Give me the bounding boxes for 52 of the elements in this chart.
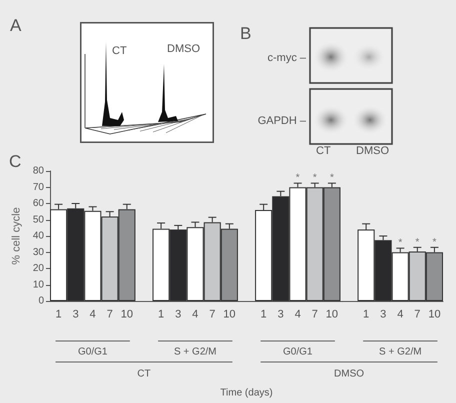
data-label: *	[296, 172, 300, 184]
data-label: *	[432, 236, 437, 248]
x-tick-label: 4	[192, 308, 198, 320]
text: CT	[137, 368, 151, 380]
x-axis-title: Time (days)	[220, 388, 273, 398]
x-tick-label: 10	[223, 308, 236, 320]
y-tick-label: 50	[32, 214, 44, 226]
text: S + G2/M	[174, 346, 216, 358]
y-tick-label: 20	[32, 263, 44, 274]
data-label: *	[312, 172, 317, 184]
x-tick-label: 1	[158, 308, 164, 320]
data-label: *	[398, 238, 402, 249]
x-tick-label: 1	[363, 308, 370, 320]
x-tick-label: 7	[106, 308, 113, 320]
x-tick-label: 10	[326, 308, 338, 320]
text: GAPDH –	[258, 115, 306, 127]
x-tick-label: 1	[55, 308, 62, 320]
x-tick-label: 7	[414, 308, 420, 320]
text: CT	[112, 45, 127, 57]
y-tick-label: 10	[32, 279, 44, 290]
y-tick-label: 40	[32, 230, 44, 242]
y-axis-title: % cell cycle	[10, 207, 22, 265]
x-tick-label: 3	[72, 308, 79, 320]
chart-title: C	[9, 152, 22, 171]
text: B	[240, 24, 252, 44]
y-tick-label: 30	[32, 246, 44, 258]
text: CT	[316, 145, 331, 157]
x-tick-label: 4	[90, 308, 96, 320]
text: G0/G1	[283, 346, 313, 358]
y-tick-label: 60	[32, 198, 44, 209]
text: A	[10, 16, 22, 36]
x-tick-label: 3	[380, 308, 386, 320]
text: DMSO	[334, 368, 364, 380]
x-tick-label: 1	[260, 308, 267, 320]
x-tick-label: 4	[294, 308, 301, 320]
y-tick-label: 70	[32, 182, 44, 193]
x-tick-label: 3	[175, 308, 182, 320]
text: DMSO	[356, 145, 389, 157]
x-tick-label: 10	[428, 308, 441, 320]
x-tick-label: 3	[278, 308, 284, 320]
x-tick-label: 10	[120, 308, 134, 320]
x-tick-label: 7	[209, 308, 216, 320]
y-tick-label: 0	[38, 296, 44, 306]
text: G0/G1	[78, 346, 108, 358]
x-tick-label: 7	[312, 308, 318, 320]
y-tick-label: 80	[32, 166, 44, 176]
text: S + G2/M	[379, 346, 422, 358]
x-tick-label: 4	[397, 308, 404, 320]
data-label: *	[330, 172, 334, 184]
text: DMSO	[167, 43, 200, 55]
data-label: *	[415, 236, 420, 248]
text: c-myc –	[268, 52, 306, 64]
